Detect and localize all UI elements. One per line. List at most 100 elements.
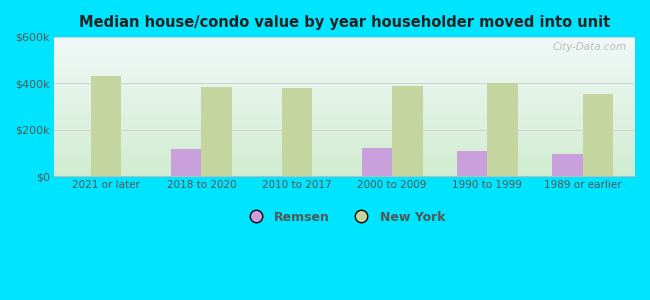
Bar (54, 107, 635, 108)
Bar (54, 90, 635, 91)
Bar (54, 117, 635, 118)
Bar (54, 146, 635, 147)
Bar (54, 141, 635, 142)
Bar (54, 172, 635, 173)
Bar (54, 162, 635, 163)
Bar (54, 119, 635, 120)
Bar (171, 149, 202, 176)
Bar (54, 63, 635, 64)
Bar (54, 139, 635, 140)
Bar (54, 74, 635, 75)
Bar (54, 174, 635, 175)
Bar (54, 40, 635, 41)
Bar (457, 151, 488, 176)
Bar (54, 113, 635, 114)
Bar (54, 71, 635, 72)
Bar (54, 92, 635, 93)
Bar (54, 53, 635, 54)
Bar (54, 168, 635, 169)
Bar (54, 49, 635, 50)
Bar (54, 70, 635, 71)
Bar (54, 143, 635, 144)
Bar (54, 116, 635, 117)
Bar (54, 138, 635, 139)
Bar (54, 75, 635, 76)
Bar (54, 51, 635, 52)
Bar (54, 76, 635, 77)
Bar (54, 78, 635, 79)
Bar (54, 58, 635, 59)
Bar (54, 60, 635, 61)
Bar (54, 152, 635, 153)
Bar (54, 57, 635, 58)
Bar (54, 43, 635, 44)
Bar (54, 88, 635, 89)
Bar (54, 110, 635, 111)
Bar (54, 154, 635, 155)
Bar (54, 108, 635, 109)
Bar (54, 42, 635, 43)
Bar (54, 83, 635, 84)
Bar (54, 105, 635, 106)
Bar (54, 61, 635, 62)
Bar (54, 118, 635, 119)
Text: City-Data.com: City-Data.com (552, 42, 627, 52)
Bar (54, 132, 635, 133)
Bar (54, 77, 635, 78)
Bar (54, 122, 635, 123)
Bar (54, 153, 635, 154)
Bar (54, 142, 635, 143)
Bar (54, 80, 635, 81)
Bar (54, 50, 635, 51)
Bar (54, 167, 635, 168)
Bar (54, 99, 635, 100)
Bar (54, 84, 635, 85)
Bar (54, 150, 635, 151)
Bar (54, 151, 635, 152)
Bar (54, 45, 635, 46)
Bar (54, 97, 635, 98)
Bar (54, 157, 635, 158)
Bar (54, 115, 635, 116)
Bar (54, 39, 635, 40)
Bar (54, 160, 635, 161)
Bar (54, 171, 635, 172)
Bar (54, 155, 635, 156)
Bar (54, 121, 635, 122)
Bar (54, 44, 635, 45)
Bar (54, 173, 635, 174)
Bar (54, 54, 635, 55)
Bar (54, 52, 635, 53)
Bar (54, 149, 635, 150)
Bar (54, 129, 635, 130)
Bar (54, 65, 635, 66)
Bar (54, 120, 635, 121)
Bar (54, 72, 635, 73)
Title: Median house/condo value by year householder moved into unit: Median house/condo value by year househo… (79, 15, 610, 30)
Bar (54, 67, 635, 68)
Bar (54, 170, 635, 171)
Bar (488, 83, 518, 176)
Bar (54, 124, 635, 125)
Bar (54, 136, 635, 137)
Bar (54, 86, 635, 87)
Bar (54, 147, 635, 148)
Bar (54, 106, 635, 107)
Bar (54, 156, 635, 157)
Bar (54, 47, 635, 48)
Bar (54, 40, 635, 41)
Bar (392, 86, 422, 176)
Bar (54, 145, 635, 146)
Bar (54, 55, 635, 56)
Bar (54, 89, 635, 90)
Bar (54, 165, 635, 166)
Bar (361, 148, 392, 176)
Bar (54, 101, 635, 102)
Bar (54, 137, 635, 138)
Bar (54, 133, 635, 134)
Bar (54, 169, 635, 170)
Bar (54, 68, 635, 69)
Bar (54, 158, 635, 159)
Bar (54, 38, 635, 39)
Bar (552, 154, 582, 176)
